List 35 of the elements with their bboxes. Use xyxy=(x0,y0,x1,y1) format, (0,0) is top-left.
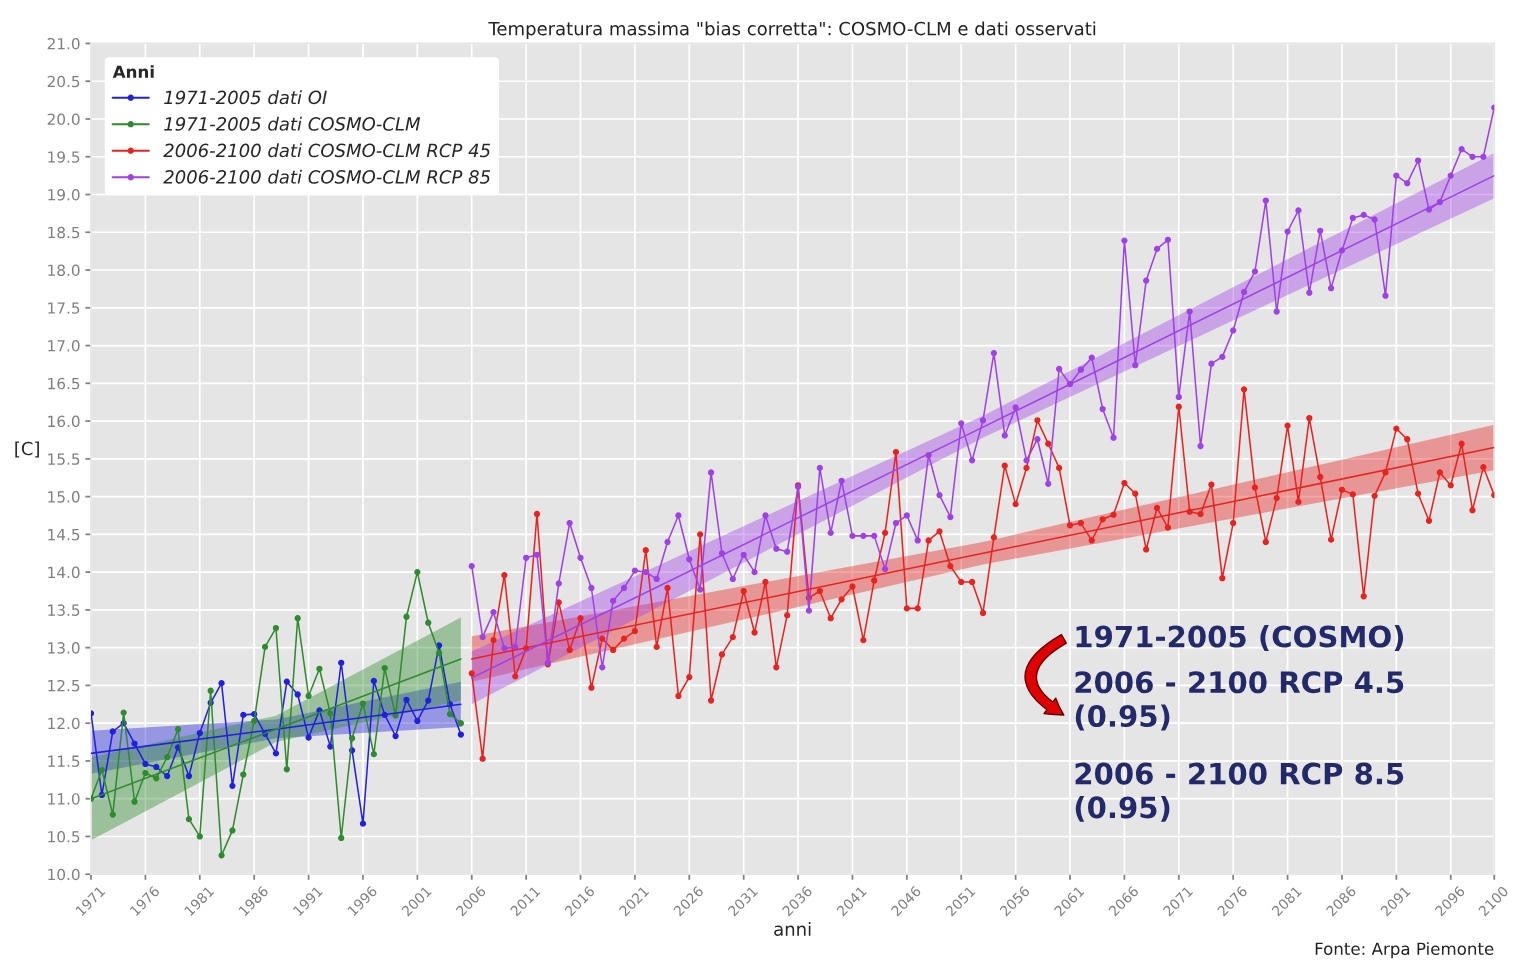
source-note: Fonte: Arpa Piemonte xyxy=(1315,942,1494,959)
y-tick-label: 10.0 xyxy=(48,868,80,881)
y-tick-label: 20.0 xyxy=(47,113,80,126)
y-tick-label: 19.5 xyxy=(48,151,80,163)
annotation: 2006 - 2100 RCP 4.5 (0.95) xyxy=(1075,671,1404,731)
y-tick-label: 15.5 xyxy=(48,453,80,465)
y-tick-label: 14.0 xyxy=(48,566,80,579)
legend-label: 2006-2100 dati COSMO-CLM RCP 45 xyxy=(163,143,491,158)
annotation: 2006 - 2100 RCP 8.5 (0.95) xyxy=(1075,762,1404,822)
y-tick-label: 16.5 xyxy=(48,377,80,390)
y-tick-label: 20.5 xyxy=(47,75,80,88)
y-tick-label: 18.5 xyxy=(48,226,80,239)
y-tick-label: 12.5 xyxy=(48,679,80,692)
y-tick-label: 10.5 xyxy=(48,830,80,843)
y-tick-label: 21.0 xyxy=(47,37,80,50)
legend-label: 1971-2005 dati OI xyxy=(164,90,327,105)
y-tick-label: 13.0 xyxy=(48,642,80,654)
y-tick-label: 11.0 xyxy=(48,793,80,805)
legend-label: 2006-2100 dati COSMO-CLM RCP 85 xyxy=(163,169,491,184)
y-tick-label: 19.0 xyxy=(48,188,80,201)
x-axis-title: anni xyxy=(774,921,811,936)
y-tick-label: 12.0 xyxy=(48,717,80,730)
legend-title: Anni xyxy=(112,65,154,78)
y-tick-label: 17.5 xyxy=(48,302,80,314)
y-axis-title: [C] xyxy=(15,441,39,458)
y-tick-label: 15.0 xyxy=(48,491,80,503)
y-tick-label: 17.0 xyxy=(48,340,80,352)
chart-title: Temperatura massima "bias corretta": COSMO-CLM e dati osservati xyxy=(488,21,1096,39)
y-tick-label: 11.5 xyxy=(48,755,80,767)
y-tick-label: 18.0 xyxy=(48,264,80,277)
y-tick-label: 16.0 xyxy=(48,415,80,428)
annotation: 1971-2005 (COSMO) xyxy=(1076,625,1404,652)
legend-label: 1971-2005 dati COSMO-CLM xyxy=(164,116,421,131)
y-tick-label: 13.5 xyxy=(48,604,80,616)
y-tick-label: 14.5 xyxy=(48,529,80,541)
